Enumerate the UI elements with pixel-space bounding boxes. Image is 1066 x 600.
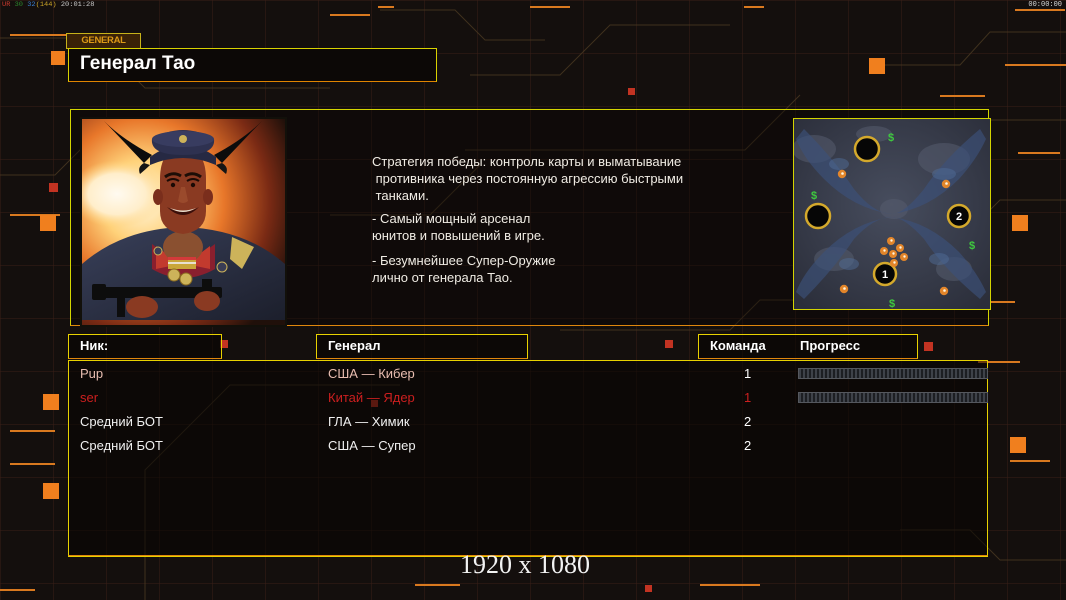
svg-text:$: $: [969, 240, 975, 252]
svg-text:2: 2: [956, 211, 962, 223]
svg-text:$: $: [888, 132, 894, 144]
svg-text:$: $: [889, 298, 895, 309]
svg-text:$: $: [811, 190, 817, 202]
svg-text:1: 1: [882, 269, 888, 281]
